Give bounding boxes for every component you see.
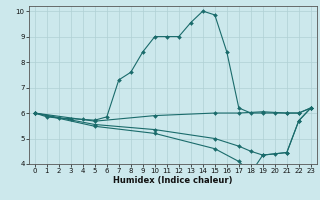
X-axis label: Humidex (Indice chaleur): Humidex (Indice chaleur) <box>113 176 233 185</box>
